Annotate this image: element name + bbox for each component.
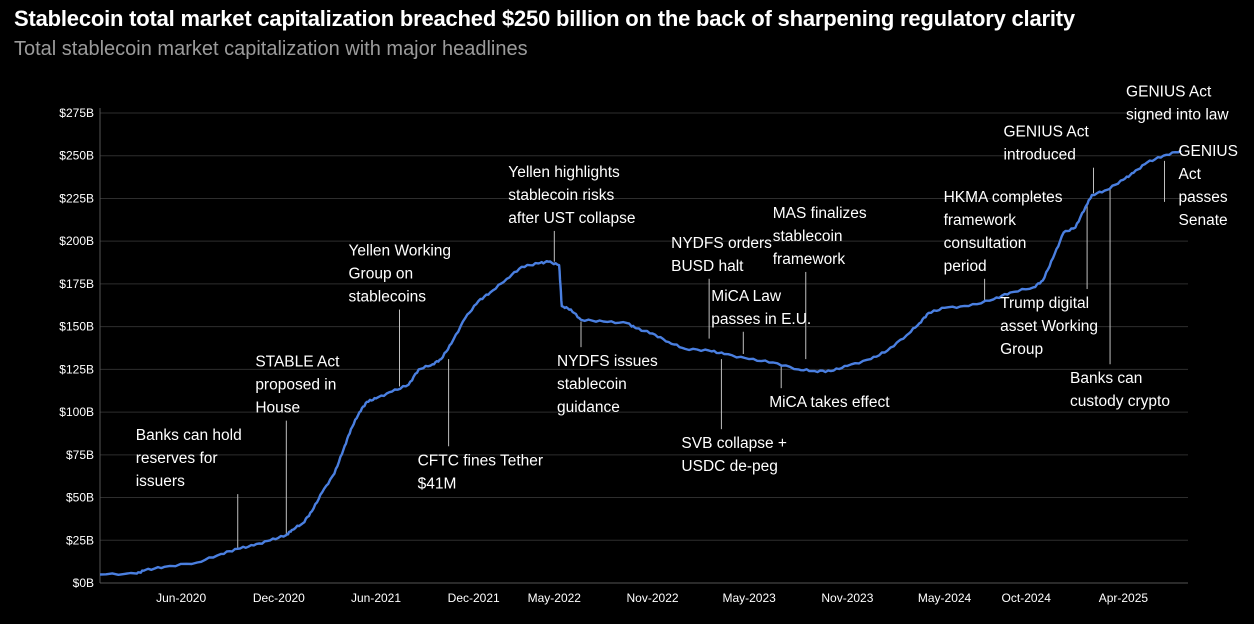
x-tick-label: Apr-2025 xyxy=(1099,591,1149,605)
x-tick-label: Jun-2021 xyxy=(351,591,401,605)
annotation-label-line: CFTC fines Tether xyxy=(418,452,543,469)
annotation-label-line: reserves for xyxy=(136,450,218,467)
y-tick-label: $25B xyxy=(66,533,94,547)
x-tick-label: Nov-2022 xyxy=(627,591,679,605)
annotation-label-line: Act xyxy=(1179,166,1202,183)
series-line xyxy=(99,149,1182,576)
x-tick-label: May-2023 xyxy=(722,591,776,605)
annotation-label-line: stablecoin xyxy=(773,228,843,245)
annotation-label: MiCA Law passes in E.U. xyxy=(711,288,811,328)
axes: $0B $25B $50B $75B $100B $125B $150B $175B $200B… xyxy=(59,106,1188,605)
annotation-label: Yellen Working Group on stablecoins xyxy=(348,243,451,306)
annotation-label-line: framework xyxy=(944,212,1017,229)
annotation-label-line: passes xyxy=(1179,189,1228,206)
annotation-label-line: custody crypto xyxy=(1070,393,1170,410)
annotation-label-line: stablecoin xyxy=(557,376,627,393)
annotation-label-line: framework xyxy=(773,251,846,268)
annotation-label: SVB collapse + USDC de-peg xyxy=(681,435,787,475)
annotation-label-line: USDC de-peg xyxy=(681,458,778,475)
annotation-label-line: Yellen Working xyxy=(348,243,451,260)
y-tick-label: $150B xyxy=(59,320,94,334)
annotation-label-line: BUSD halt xyxy=(671,258,744,275)
annotation-label-line: after UST collapse xyxy=(508,210,635,227)
annotation-label-line: MAS finalizes xyxy=(773,205,867,222)
annotation-label-line: introduced xyxy=(1004,147,1076,164)
annotation-label-line: stablecoin risks xyxy=(508,187,614,204)
annotation-label: HKMA completes framework consultation perio… xyxy=(944,189,1063,275)
annotation-label: MAS finalizes stablecoin framework xyxy=(773,205,867,268)
annotation-label-line: signed into law xyxy=(1126,107,1229,124)
annotation-label-line: HKMA completes xyxy=(944,189,1063,206)
annotation-label-line: Senate xyxy=(1179,212,1228,229)
y-tick-label: $275B xyxy=(59,106,94,120)
annotation-label: GENIUS Act signed into law xyxy=(1126,84,1229,124)
annotation-label: MiCA takes effect xyxy=(769,394,890,411)
annotation-label-line: GENIUS xyxy=(1179,143,1238,160)
y-tick-label: $175B xyxy=(59,277,94,291)
annotation-label-line: SVB collapse + xyxy=(681,435,787,452)
annotation-label-line: House xyxy=(255,400,300,417)
gridlines xyxy=(100,112,1188,541)
annotation-label: CFTC fines Tether $41M xyxy=(418,452,543,492)
annotation-label-line: period xyxy=(944,258,987,275)
annotation-label-line: GENIUS Act xyxy=(1126,84,1212,101)
x-tick-label: Jun-2020 xyxy=(156,591,206,605)
annotation-label-line: asset Working xyxy=(1000,318,1098,335)
chart-subtitle: Total stablecoin market capitalization w… xyxy=(14,38,528,60)
annotation-label: Trump digital asset Working Group xyxy=(1000,295,1098,358)
annotation-label: GENIUS Act passes Senate xyxy=(1179,143,1238,229)
y-tick-label: $0B xyxy=(73,576,94,590)
x-tick-label: Dec-2020 xyxy=(253,591,305,605)
series xyxy=(99,149,1182,576)
annotation-label-line: Group xyxy=(1000,341,1043,358)
y-tick-label: $75B xyxy=(66,448,94,462)
annotation-label-line: Banks can xyxy=(1070,370,1142,387)
annotation-label-line: $41M xyxy=(418,475,457,492)
x-tick-label: May-2024 xyxy=(918,591,972,605)
annotation-label-line: MiCA Law xyxy=(711,288,782,305)
annotation-label: Banks can custody crypto xyxy=(1070,370,1170,410)
y-tick-label: $225B xyxy=(59,191,94,205)
annotation-label-line: MiCA takes effect xyxy=(769,394,890,411)
x-tick-label: Dec-2021 xyxy=(448,591,500,605)
annotation-label-line: NYDFS issues xyxy=(557,353,658,370)
annotation-label-line: Banks can hold xyxy=(136,427,242,444)
y-tick-label: $50B xyxy=(66,491,94,505)
chart-title: Stablecoin total market capitalization b… xyxy=(14,6,1075,31)
annotation-label-line: guidance xyxy=(557,399,620,416)
annotation-label: NYDFS issues stablecoin guidance xyxy=(557,353,658,416)
x-tick-label: Oct-2024 xyxy=(1002,591,1052,605)
annotation-label: NYDFS orders BUSD halt xyxy=(671,235,772,275)
y-tick-label: $200B xyxy=(59,234,94,248)
y-tick-label: $100B xyxy=(59,405,94,419)
x-tick-label: Nov-2023 xyxy=(821,591,873,605)
annotation-labels: Banks can hold reserves for issuers STABLE … xyxy=(136,84,1238,493)
y-tick-label: $125B xyxy=(59,362,94,376)
annotation-label-line: proposed in xyxy=(255,377,336,394)
annotation-label-line: Yellen highlights xyxy=(508,164,620,181)
annotation-label-line: GENIUS Act xyxy=(1004,124,1090,141)
annotation-label-line: passes in E.U. xyxy=(711,311,811,328)
x-tick-label: May-2022 xyxy=(528,591,582,605)
annotation-label: Banks can hold reserves for issuers xyxy=(136,427,242,490)
annotation-label: GENIUS Act introduced xyxy=(1004,124,1090,164)
annotation-label-line: consultation xyxy=(944,235,1027,252)
annotation-label-line: Trump digital xyxy=(1000,295,1089,312)
y-tick-label: $250B xyxy=(59,149,94,163)
annotation-label-line: NYDFS orders xyxy=(671,235,772,252)
annotation-leaders xyxy=(237,160,1166,549)
annotation-label-line: Group on xyxy=(348,266,413,283)
annotation-label-line: stablecoins xyxy=(348,289,426,306)
annotation-label-line: issuers xyxy=(136,473,185,490)
annotation-label: Yellen highlights stablecoin risks after U… xyxy=(508,164,635,227)
annotation-label: STABLE Act proposed in House xyxy=(255,354,340,417)
annotation-label-line: STABLE Act xyxy=(255,354,340,371)
